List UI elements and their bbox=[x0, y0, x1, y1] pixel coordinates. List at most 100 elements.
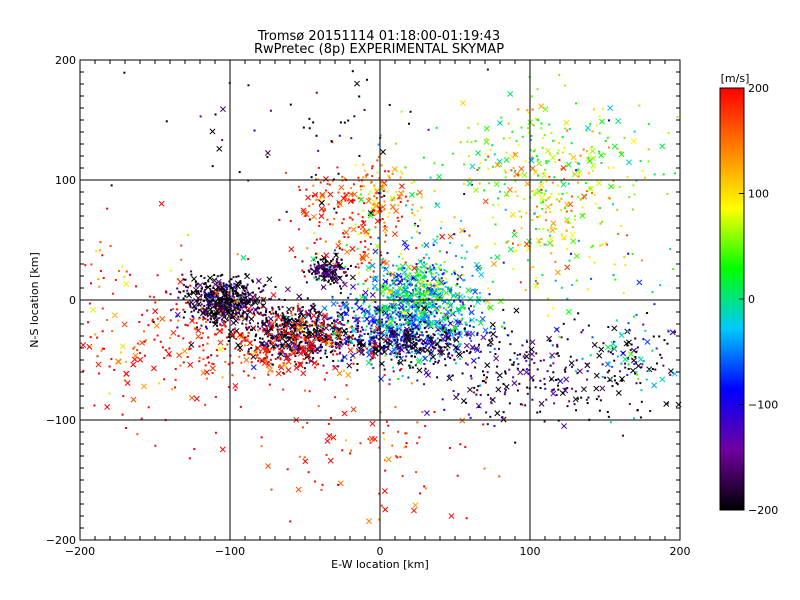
data-point bbox=[476, 296, 479, 299]
data-point bbox=[360, 326, 363, 329]
data-point bbox=[276, 345, 279, 348]
data-point bbox=[471, 347, 474, 350]
data-point bbox=[561, 151, 564, 154]
data-point bbox=[405, 338, 408, 341]
data-point bbox=[203, 294, 206, 297]
data-point bbox=[414, 222, 417, 225]
data-point bbox=[647, 123, 650, 126]
data-point bbox=[478, 343, 481, 346]
data-point bbox=[263, 347, 266, 350]
data-point bbox=[336, 311, 339, 314]
data-point bbox=[611, 353, 614, 356]
data-point bbox=[197, 290, 200, 293]
data-point bbox=[323, 335, 326, 338]
data-point bbox=[570, 209, 573, 212]
data-point bbox=[265, 351, 268, 354]
data-point bbox=[226, 343, 229, 346]
data-point-cross bbox=[494, 410, 501, 417]
data-point bbox=[328, 317, 331, 320]
data-point bbox=[463, 182, 466, 185]
data-point-cross bbox=[593, 372, 600, 379]
data-point bbox=[516, 389, 519, 392]
data-point bbox=[261, 297, 264, 300]
data-point bbox=[392, 306, 395, 309]
data-point bbox=[314, 324, 317, 327]
data-point bbox=[560, 197, 563, 200]
data-point bbox=[433, 190, 436, 193]
data-point bbox=[285, 344, 288, 347]
colorbar-tick-label: 0 bbox=[748, 293, 755, 306]
data-point bbox=[416, 230, 419, 233]
data-point bbox=[589, 186, 592, 189]
data-point bbox=[225, 294, 228, 297]
data-point bbox=[351, 70, 354, 73]
data-point bbox=[493, 328, 496, 331]
data-point-cross bbox=[210, 311, 216, 318]
data-point bbox=[411, 203, 414, 206]
data-point bbox=[335, 268, 338, 271]
data-point bbox=[381, 307, 384, 310]
data-point bbox=[227, 310, 230, 313]
data-point bbox=[397, 282, 400, 285]
data-point bbox=[221, 318, 224, 321]
data-point bbox=[456, 283, 459, 286]
data-point bbox=[536, 411, 539, 414]
data-point bbox=[465, 517, 468, 520]
data-point bbox=[384, 469, 387, 472]
data-point-cross bbox=[327, 457, 334, 464]
data-point bbox=[358, 154, 361, 157]
data-point bbox=[241, 312, 244, 315]
data-point-cross bbox=[123, 281, 130, 287]
data-point bbox=[174, 378, 177, 381]
data-point bbox=[555, 352, 558, 355]
data-point bbox=[395, 296, 398, 299]
data-point bbox=[387, 347, 390, 350]
data-point bbox=[333, 326, 336, 329]
data-point-cross bbox=[569, 231, 576, 238]
data-point bbox=[449, 291, 452, 294]
data-point bbox=[323, 274, 326, 277]
data-point bbox=[347, 119, 350, 122]
data-point-cross bbox=[503, 156, 510, 163]
data-point bbox=[233, 286, 236, 289]
data-point bbox=[417, 273, 420, 276]
data-point bbox=[318, 224, 321, 227]
data-point-cross bbox=[398, 183, 405, 190]
data-point bbox=[574, 161, 577, 164]
data-point bbox=[335, 263, 338, 266]
data-point bbox=[325, 356, 328, 359]
data-point bbox=[152, 320, 155, 323]
data-point bbox=[123, 379, 126, 382]
data-point bbox=[315, 265, 318, 268]
data-point bbox=[309, 342, 312, 345]
data-point bbox=[340, 258, 343, 261]
data-point-cross bbox=[452, 344, 459, 351]
data-point-cross bbox=[174, 311, 181, 318]
data-point bbox=[655, 347, 658, 350]
data-point bbox=[632, 417, 635, 420]
data-point bbox=[504, 391, 507, 394]
data-point-cross bbox=[596, 352, 603, 359]
data-point bbox=[197, 304, 200, 307]
data-point bbox=[439, 305, 442, 308]
data-point bbox=[404, 314, 407, 317]
data-point bbox=[394, 309, 397, 312]
data-point bbox=[432, 346, 435, 349]
data-point bbox=[424, 487, 427, 490]
data-point bbox=[374, 301, 377, 304]
data-point-cross bbox=[371, 319, 378, 326]
data-point bbox=[550, 378, 553, 381]
data-point-cross bbox=[428, 350, 435, 356]
data-point bbox=[234, 290, 237, 293]
data-point-cross bbox=[301, 344, 307, 351]
data-point bbox=[370, 324, 373, 327]
data-point bbox=[554, 260, 557, 263]
data-point bbox=[411, 306, 414, 309]
data-point bbox=[176, 326, 179, 329]
data-point bbox=[274, 315, 277, 318]
data-point bbox=[598, 115, 601, 118]
data-point bbox=[606, 411, 609, 414]
data-point-cross bbox=[659, 376, 666, 383]
data-point bbox=[190, 310, 193, 313]
data-point-cross bbox=[187, 361, 194, 368]
